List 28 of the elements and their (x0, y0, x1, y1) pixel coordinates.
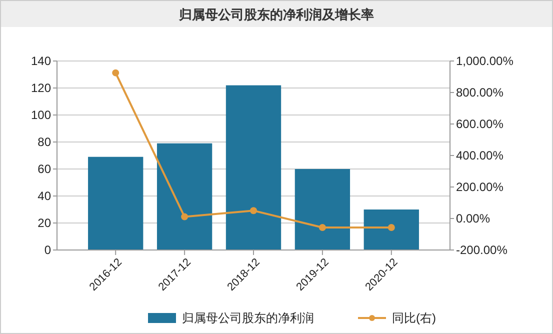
point (388, 224, 395, 231)
point (181, 213, 188, 220)
y2-tick-label: 200.00% (456, 180, 504, 194)
y2-tick-label: 400.00% (456, 148, 504, 163)
y-tick-label: 100 (30, 108, 52, 122)
bar (156, 143, 212, 250)
point (112, 69, 120, 76)
point (318, 224, 326, 231)
y-tick-label: 140 (30, 54, 52, 68)
legend-label: 同比(右) (392, 311, 436, 326)
y-tick-label: 0 (44, 243, 52, 258)
y-tick-label: 80 (38, 135, 52, 150)
point (250, 207, 257, 214)
bar (364, 210, 419, 250)
y2-tick-label: 1,000.00% (456, 54, 514, 68)
chart-title: 归属母公司股东的净利润及增长率 (178, 7, 374, 22)
y2-tick-label: 600.00% (456, 117, 504, 132)
y2-tick-label: -200.00% (456, 243, 508, 258)
bar (226, 85, 282, 250)
bar (294, 169, 350, 250)
bar (88, 156, 144, 250)
y-tick-label: 20 (38, 216, 52, 230)
legend-label: 归属母公司股东的净利润 (182, 311, 314, 326)
y2-tick-label: 0.00% (456, 212, 490, 226)
y-tick-label: 40 (38, 189, 52, 204)
y-tick-label: 60 (38, 162, 52, 176)
y2-tick-label: 800.00% (456, 86, 504, 100)
y-tick-label: 120 (30, 81, 52, 96)
